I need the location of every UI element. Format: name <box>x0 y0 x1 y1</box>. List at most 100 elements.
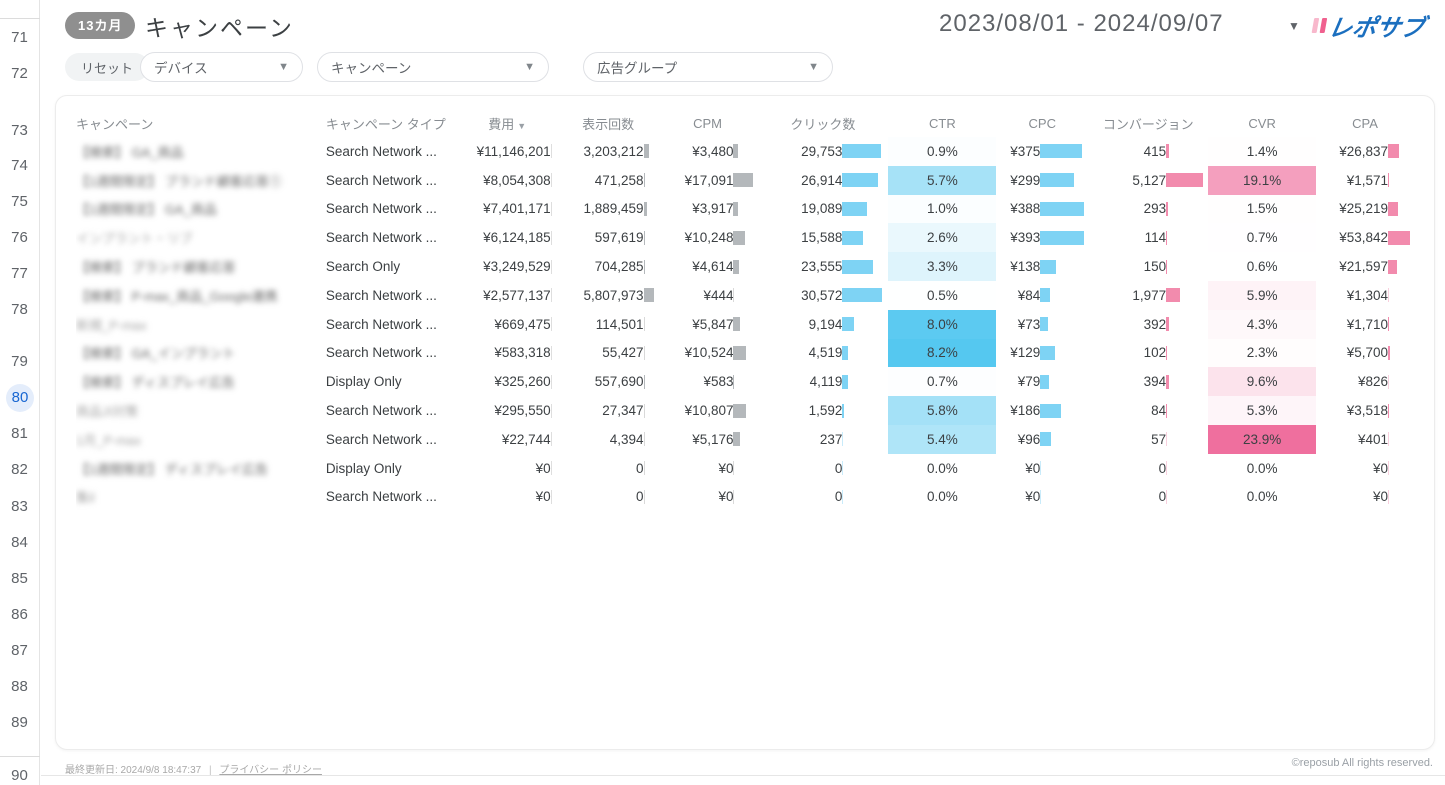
cell-cvr: 19.1% <box>1208 165 1317 195</box>
cell-cpa: ¥26,837 <box>1316 137 1414 166</box>
device-filter-dropdown[interactable]: デバイス ▼ <box>140 52 303 82</box>
sidebar-page-number[interactable]: 90 <box>11 767 28 784</box>
logo-slash-icon <box>1319 17 1328 33</box>
cell-type: Search Network ... <box>325 172 437 188</box>
sidebar-page-number[interactable]: 86 <box>11 606 28 623</box>
cell-impressions: 4,394 <box>609 431 645 447</box>
cell-impressions: 597,619 <box>594 230 645 246</box>
sidebar-page-number[interactable]: 74 <box>11 157 28 174</box>
column-header-cpc[interactable]: CPC <box>1028 115 1056 131</box>
dropdown-label: デバイス <box>154 61 208 76</box>
column-header-cvr[interactable]: CVR <box>1248 115 1276 131</box>
cell-conversions: 102 <box>1143 345 1168 361</box>
cell-ctr: 5.7% <box>888 165 997 195</box>
cell-ctr: 0.7% <box>888 367 996 396</box>
table-row: 【検索】 P-max_商品_Google連携 Search Network ...… <box>76 280 1414 310</box>
sidebar-page-number[interactable]: 71 <box>11 29 28 46</box>
cell-name: 【1週間限定】 ブランド顧客応答① <box>76 166 326 195</box>
sidebar-page-number[interactable]: 80 <box>6 384 34 412</box>
sidebar-page-number[interactable]: 82 <box>11 461 28 478</box>
cell-cpm: ¥10,248 <box>658 223 758 252</box>
column-header-cost[interactable]: 費用 ▼ <box>488 116 527 132</box>
cell-name: 1月_P-max <box>76 425 326 454</box>
campaign-name-redacted: 【検索】 GA_インプラント <box>76 346 236 362</box>
chevron-down-icon[interactable]: ▼ <box>1288 19 1300 33</box>
column-header-cpa[interactable]: CPA <box>1352 115 1378 131</box>
cell-clicks: 30,572 <box>757 281 888 310</box>
column-header-conversions[interactable]: コンバージョン <box>1102 116 1194 132</box>
chevron-down-icon: ▼ <box>524 61 535 73</box>
column-header-clicks[interactable]: クリック数 <box>790 116 856 132</box>
cell-cpa: ¥25,219 <box>1316 195 1414 224</box>
cell-impressions: 1,889,459 <box>559 195 658 224</box>
sidebar-page-number[interactable]: 88 <box>11 678 28 695</box>
cell-cpm: ¥17,091 <box>658 166 758 195</box>
cell-cpa: ¥1,304 <box>1346 287 1389 303</box>
cell-clicks: 19,089 <box>757 195 888 224</box>
cell-conversions: 114 <box>1144 230 1168 246</box>
cell-cvr: 5.3% <box>1208 396 1317 425</box>
sidebar-page-number[interactable]: 81 <box>11 425 28 442</box>
campaign-name-redacted: 【検索】 ディスプレイ広告 <box>76 375 235 391</box>
cell-cost: ¥6,124,185 <box>483 230 552 246</box>
campaign-name-redacted: 【検索】 GA_商品 <box>76 144 184 160</box>
privacy-policy-link[interactable]: プライバシー ポリシー <box>219 765 322 776</box>
cell-cost: ¥583,318 <box>494 345 552 361</box>
sidebar-page-number[interactable]: 73 <box>11 122 28 139</box>
cell-cpa: ¥3,518 <box>1346 403 1390 419</box>
cell-clicks: 23,555 <box>757 252 888 281</box>
cell-cvr: 0.6% <box>1208 252 1316 281</box>
cell-conversions: 84 <box>1151 403 1168 419</box>
table-row: 1月_P-max Search Network ... ¥22,744 4,394 ¥5… <box>76 424 1414 454</box>
reset-filters-button[interactable]: リセット <box>65 53 150 81</box>
cell-type: Display Only <box>325 460 402 476</box>
sidebar-page-number[interactable]: 85 <box>11 570 28 587</box>
sidebar-page-number[interactable]: 78 <box>11 301 28 318</box>
cell-cpm: ¥583 <box>703 374 735 390</box>
cell-impressions: 5,807,973 <box>559 281 658 310</box>
adgroup-filter-dropdown[interactable]: 広告グループ ▼ <box>583 52 833 82</box>
cell-conversions: 57 <box>1151 431 1168 447</box>
sidebar-page-number[interactable]: 77 <box>11 265 28 282</box>
column-header-ctr[interactable]: CTR <box>928 115 956 131</box>
cell-cost: ¥3,249,529 <box>483 259 552 275</box>
sidebar-page-number[interactable]: 84 <box>11 534 28 551</box>
sidebar-page-number[interactable]: 72 <box>11 65 28 82</box>
cell-conversions: 0 <box>1158 460 1168 476</box>
campaign-name-redacted: インプラント・リブ <box>76 231 193 247</box>
cell-cpm: ¥10,524 <box>658 339 758 368</box>
cell-conversions: 1,977 <box>1088 281 1208 310</box>
table-row: 【検索】 GA_インプラント Search Network ... ¥583,318… <box>76 338 1414 368</box>
sidebar-page-number[interactable]: 75 <box>11 193 28 210</box>
sidebar-page-number[interactable]: 79 <box>11 353 28 370</box>
sidebar-page-number[interactable]: 76 <box>11 229 28 246</box>
sidebar-page-number[interactable]: 83 <box>11 498 28 515</box>
sidebar-page-number[interactable]: 87 <box>11 642 28 659</box>
column-header-impressions[interactable]: 表示回数 <box>582 116 635 132</box>
cell-cpc: ¥393 <box>996 223 1088 252</box>
cell-type: Search Network ... <box>325 230 437 246</box>
column-header-cpm[interactable]: CPM <box>693 115 722 131</box>
cell-clicks: 4,519 <box>757 339 888 368</box>
cell-ctr: 0.5% <box>888 281 996 310</box>
cell-conversions: 293 <box>1088 195 1208 224</box>
date-range-picker[interactable]: 2023/08/01 - 2024/09/07 <box>939 10 1224 37</box>
cell-type: Search Network ... <box>325 316 437 332</box>
campaign-filter-dropdown[interactable]: キャンペーン ▼ <box>317 52 549 82</box>
column-header-name[interactable]: キャンペーン <box>76 116 154 132</box>
campaign-name-redacted: 【検索】 ブランド顧客応答 <box>76 260 236 276</box>
cell-cvr: 2.3% <box>1208 339 1316 368</box>
cell-cpc: ¥129 <box>996 339 1088 368</box>
cell-conversions: 0 <box>1158 489 1168 505</box>
column-header-type[interactable]: キャンペーン タイプ <box>325 116 446 132</box>
cell-cpa: ¥53,842 <box>1316 223 1414 252</box>
cell-ctr: 0.9% <box>888 137 996 166</box>
campaign-name-redacted: 1月_P-max <box>76 432 142 448</box>
sidebar-page-number[interactable]: 89 <box>11 714 28 731</box>
dropdown-label: 広告グループ <box>597 61 678 76</box>
cell-name: 【検索】 GA_商品 <box>76 137 326 166</box>
cell-cpa: ¥0 <box>1372 460 1389 476</box>
cell-cvr: 0.7% <box>1208 223 1316 252</box>
chevron-down-icon: ▼ <box>278 61 289 73</box>
cell-impressions: 55,427 <box>602 345 645 361</box>
